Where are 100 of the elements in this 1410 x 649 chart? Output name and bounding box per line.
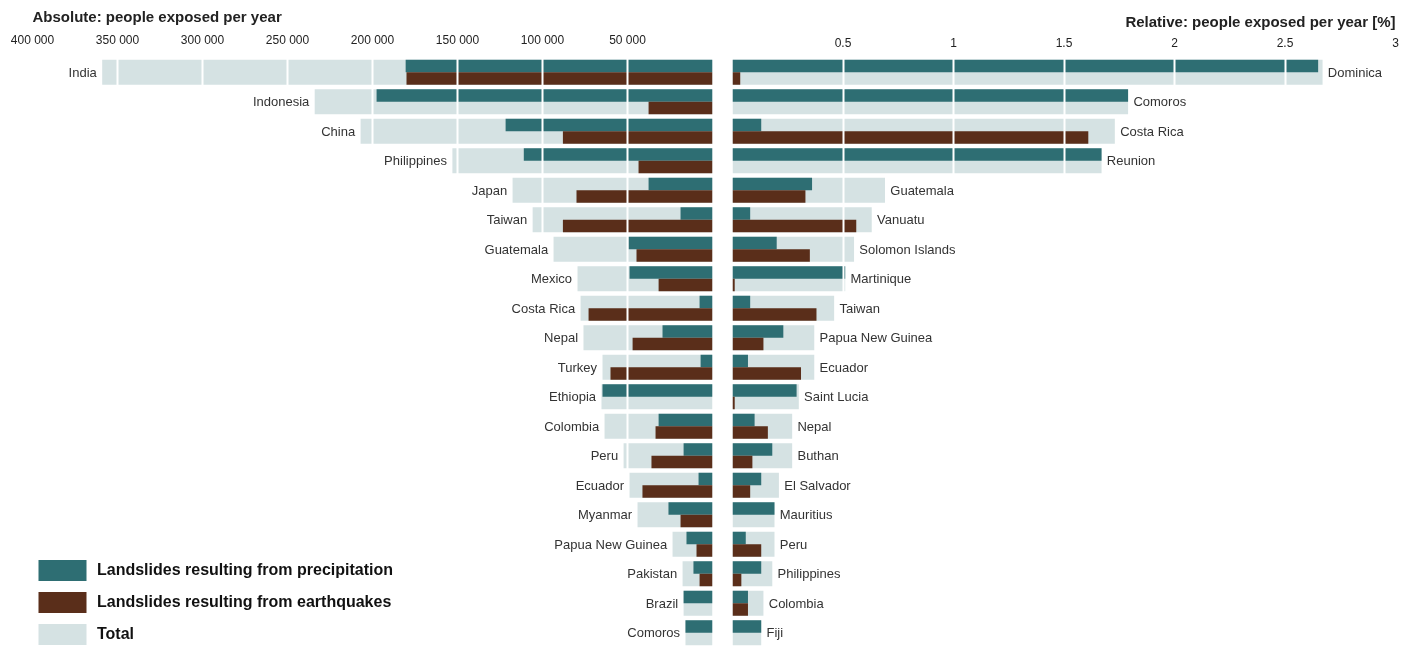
bar [732, 603, 748, 616]
y-tick-label: Myanmar [577, 507, 633, 523]
x-tick-label: 50 000 [609, 32, 647, 47]
y-tick-label: Papua New Guinea [819, 330, 934, 346]
bar [642, 485, 713, 498]
bar [602, 384, 713, 397]
bar [732, 590, 748, 604]
bar [732, 485, 751, 498]
bar [732, 177, 813, 191]
bar [658, 413, 713, 427]
y-tick-label: Brazil [645, 595, 679, 611]
chart-title: Absolute: people exposed per year [32, 7, 282, 25]
bar [732, 266, 846, 279]
x-tick-label: 2 [1171, 35, 1179, 50]
bar [693, 561, 713, 574]
y-tick-label: Saint Lucia [804, 389, 870, 405]
y-tick-label: El Salvador [784, 477, 852, 493]
bar [732, 472, 762, 486]
bar [732, 384, 797, 397]
bar [696, 544, 713, 557]
y-tick-label: Papua New Guinea [554, 536, 668, 552]
y-tick-label: Colombia [768, 595, 825, 611]
bar [732, 544, 762, 557]
bar [732, 413, 755, 427]
bar [405, 59, 713, 73]
legend-label: Landslides resulting from precipitation [97, 561, 394, 579]
x-tick-label: 350 000 [95, 32, 140, 47]
y-tick-label: Taiwan [839, 300, 880, 316]
bar [651, 455, 713, 469]
y-tick-label: Peru [590, 448, 619, 464]
bar [523, 148, 713, 161]
x-tick-label: 1 [950, 35, 958, 50]
bar [655, 426, 713, 439]
bar [638, 160, 713, 174]
y-tick-label: Guatemala [484, 241, 549, 257]
bar [683, 443, 713, 456]
y-tick-label: Fiji [766, 625, 784, 641]
x-tick-label: 3 [1392, 35, 1400, 50]
bar [562, 219, 713, 233]
bar [732, 354, 748, 368]
y-tick-label: Solomon Islands [859, 241, 956, 257]
bar [680, 207, 713, 220]
y-tick-label: Guatemala [890, 182, 955, 198]
y-tick-label: Peru [779, 536, 808, 552]
bar [406, 72, 713, 85]
y-tick-label: Mauritius [779, 507, 834, 523]
bar [698, 472, 713, 486]
y-tick-label: Ecuador [819, 359, 869, 375]
bar [732, 337, 764, 351]
bar [732, 219, 857, 233]
x-tick-label: 300 000 [180, 32, 225, 47]
bar [562, 131, 713, 144]
bar [732, 118, 762, 132]
y-tick-label: Comoros [627, 625, 681, 641]
bar [632, 337, 713, 351]
bar [648, 177, 713, 191]
bar [648, 101, 713, 115]
y-tick-label: Dominica [1327, 64, 1383, 80]
bar [376, 89, 713, 102]
bar [732, 443, 773, 456]
y-tick-label: Mexico [530, 271, 573, 287]
bar [629, 266, 713, 279]
bar [732, 426, 768, 439]
y-tick-label: Nepal [544, 330, 579, 346]
bar [700, 354, 713, 368]
y-tick-label: Colombia [544, 418, 600, 434]
bar [610, 367, 713, 380]
bar [732, 72, 741, 85]
x-tick-label: 250 000 [265, 32, 310, 47]
bar [628, 236, 713, 250]
x-tick-label: 0.5 [834, 35, 852, 50]
y-tick-label: Philippines [384, 153, 448, 169]
bar [732, 207, 751, 220]
bar [732, 620, 762, 633]
bar [732, 561, 762, 574]
y-tick-label: China [321, 123, 356, 139]
y-tick-label: Taiwan [486, 212, 528, 228]
bar [732, 89, 1129, 102]
bar [732, 455, 753, 469]
y-tick-label: Turkey [557, 359, 598, 375]
bar [732, 249, 810, 262]
y-tick-label: Vanuatu [877, 212, 925, 228]
y-tick-label: India [68, 64, 98, 80]
x-tick-label: 100 000 [520, 32, 565, 47]
chart-title: Relative: people exposed per year [%] [1125, 12, 1396, 30]
bar [732, 367, 802, 380]
y-tick-label: Pakistan [627, 566, 678, 582]
bar [683, 590, 713, 604]
x-tick-label: 1.5 [1055, 35, 1073, 50]
y-tick-label: Philippines [777, 566, 841, 582]
bar [732, 190, 806, 203]
y-tick-label: Costa Rica [1120, 123, 1185, 139]
x-tick-label: 2.5 [1276, 35, 1294, 50]
bar [732, 325, 784, 338]
y-tick-label: Indonesia [252, 94, 311, 110]
bar [699, 295, 713, 309]
bar [732, 295, 751, 309]
bar [588, 308, 713, 321]
x-tick-label: 200 000 [350, 32, 395, 47]
bar [658, 278, 713, 292]
